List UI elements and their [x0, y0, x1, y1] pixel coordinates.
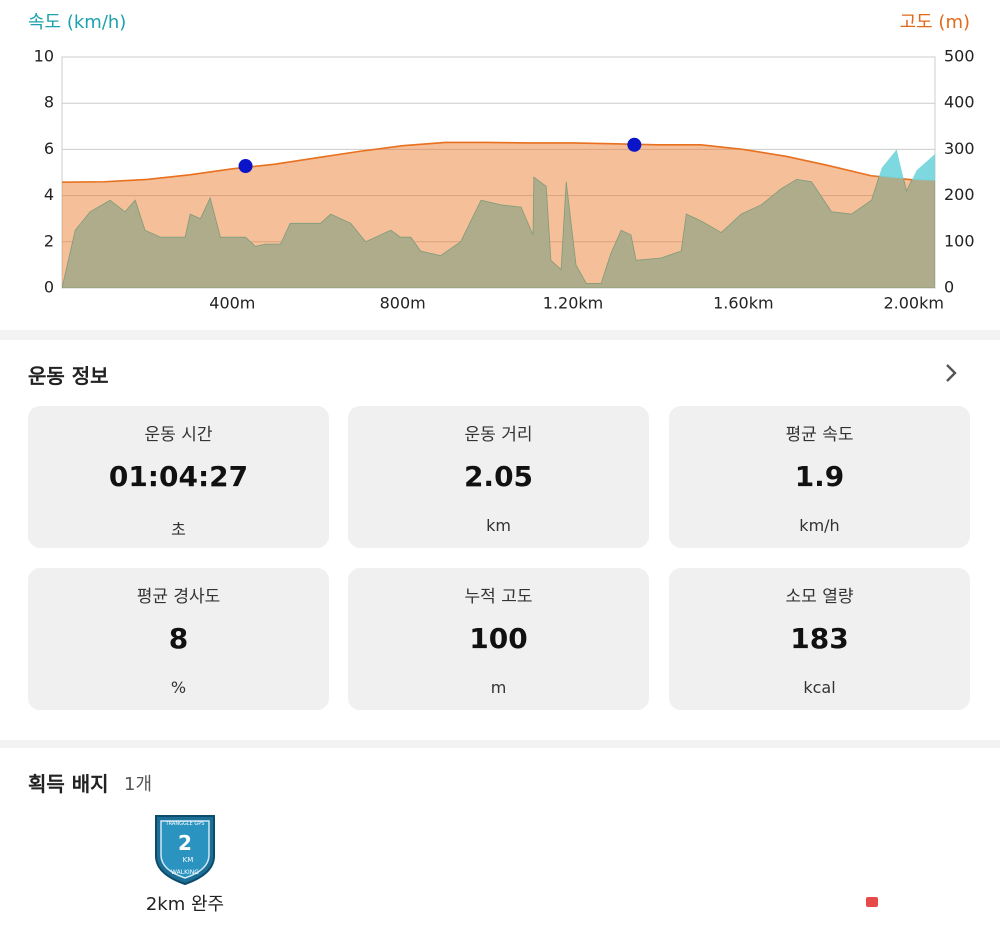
badge-icon-text: TRANGGLE GPS — [165, 821, 205, 827]
y-tick-label: 0 — [44, 278, 54, 297]
stat-card: 누적 고도 100 m — [348, 568, 649, 710]
y-tick-label: 8 — [44, 93, 54, 112]
altitude-line — [61, 141, 936, 184]
badge-icon-text: KM — [183, 856, 194, 864]
separator — [0, 740, 1000, 748]
marker-point — [238, 159, 253, 174]
marker-point — [627, 137, 642, 152]
stat-value: 1.9 — [794, 460, 845, 493]
stat-unit: km/h — [799, 516, 840, 535]
x-tick-label: 1.60km — [713, 294, 773, 313]
section-title: 운동 정보 — [28, 364, 109, 388]
stat-label: 평균 경사도 — [136, 587, 221, 607]
stat-value: 100 — [469, 622, 528, 655]
stat-card: 운동 거리 2.05 km — [348, 406, 649, 548]
stat-unit: m — [490, 678, 507, 697]
y2-tick-label: 100 — [944, 231, 975, 250]
x-tick-label: 800m — [380, 294, 426, 313]
stat-card: 평균 속도 1.9 km/h — [669, 406, 970, 548]
y2-tick-label: 300 — [944, 139, 975, 158]
y-tick-label: 4 — [44, 185, 54, 204]
stat-label: 누적 고도 — [464, 587, 533, 607]
stat-label: 운동 시간 — [144, 425, 213, 445]
badge-count: 1개 — [124, 774, 153, 795]
stat-label: 평균 속도 — [785, 425, 854, 445]
icon — [866, 897, 878, 907]
stat-unit: 초 — [171, 520, 186, 539]
chart: 속도 (km/h) 고도 (m) 02468100100200300400500… — [28, 12, 975, 313]
stat-card: 운동 시간 01:04:27 초 — [28, 406, 329, 548]
y-tick-label: 2 — [44, 231, 54, 250]
stat-label: 소모 열량 — [785, 587, 854, 607]
x-tick-label: 1.20km — [543, 294, 603, 313]
y2-tick-label: 200 — [944, 185, 975, 204]
y-axis-title: 속도 (km/h) — [28, 12, 126, 33]
stat-unit: km — [486, 516, 511, 535]
chevron[interactable] — [940, 362, 962, 384]
stat-card: 평균 경사도 8% — [28, 568, 329, 710]
y2-tick-label: 400 — [944, 93, 975, 112]
x-tick-label: 2.00km — [883, 294, 943, 313]
stat-value: 8 — [168, 622, 189, 655]
x-tick-label: 400m — [209, 294, 255, 313]
badge-icon-text: WALKING — [171, 869, 199, 876]
y-tick-label: 6 — [44, 139, 54, 158]
stat-value: 183 — [790, 622, 849, 655]
y2-axis-title: 고도 (m) — [900, 12, 970, 33]
y2-tick-label: 0 — [944, 278, 954, 297]
stat-unit: % — [170, 678, 187, 697]
y2-tick-label: 500 — [944, 47, 975, 66]
badge-icon-text: 2 — [178, 831, 192, 855]
y-tick-label: 10 — [34, 47, 54, 66]
stat-unit: kcal — [803, 678, 836, 697]
badge-icon[interactable]: TRANGGLE GPS 2 KM WALKING — [150, 812, 220, 886]
stat-label: 운동 거리 — [464, 425, 533, 445]
section-title: 획득 배지 — [28, 772, 109, 796]
separator — [0, 330, 1000, 340]
speed-area-overlap — [62, 148, 935, 288]
stat-value: 2.05 — [463, 460, 534, 493]
stat-value: 01:04:27 — [108, 460, 249, 493]
badge-name: 2km 완주 — [145, 894, 225, 915]
stat-card: 소모 열량 183 kcal — [669, 568, 970, 710]
